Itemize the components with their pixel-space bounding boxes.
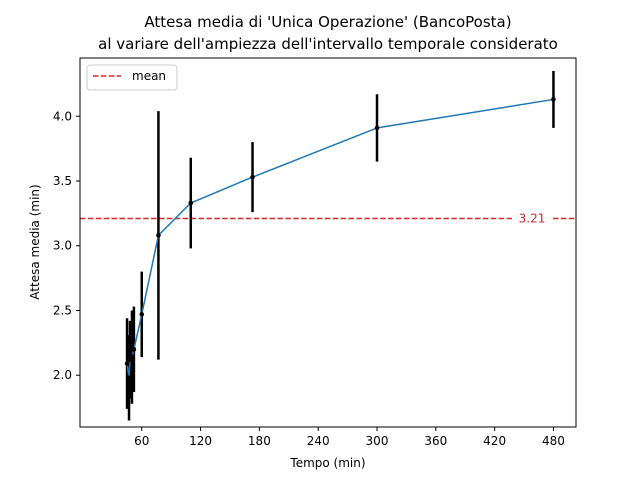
legend-mean-label: mean xyxy=(132,69,166,83)
data-point xyxy=(188,200,194,206)
x-tick-label: 360 xyxy=(424,434,447,448)
data-point xyxy=(156,233,161,238)
data-point xyxy=(126,375,132,381)
x-axis-label: Tempo (min) xyxy=(289,456,365,470)
mean-value-label: 3.21 xyxy=(519,212,546,226)
data-point xyxy=(374,125,380,131)
x-tick-label: 240 xyxy=(307,434,330,448)
y-tick-label: 4.0 xyxy=(53,109,72,123)
data-point xyxy=(131,347,137,352)
x-axis: 60 120 180 240 300 360 420 480 xyxy=(134,427,565,448)
data-point xyxy=(129,354,135,360)
y-tick-label: 2.5 xyxy=(53,303,72,317)
chart-title-line1: Attesa media di 'Unica Operazione' (Banc… xyxy=(144,13,511,31)
y-axis: 2.0 2.5 3.0 3.5 4.0 xyxy=(53,109,80,382)
data-point xyxy=(250,174,255,180)
data-point xyxy=(551,97,556,102)
legend: mean xyxy=(86,64,178,91)
data-point xyxy=(124,361,130,366)
y-axis-label: Attesa media (min) xyxy=(28,184,42,299)
x-tick-label: 120 xyxy=(189,434,212,448)
plot-area: 3.21 xyxy=(80,70,576,421)
data-point xyxy=(139,312,145,317)
x-tick-label: 60 xyxy=(134,434,149,448)
y-tick-label: 3.0 xyxy=(53,239,72,253)
axes-frame xyxy=(79,57,577,428)
x-tick-label: 480 xyxy=(542,434,565,448)
y-tick-label: 2.0 xyxy=(53,368,72,382)
y-tick-label: 3.5 xyxy=(53,174,72,188)
legend-box xyxy=(86,64,178,91)
chart-title-line2: al variare dell'ampiezza dell'intervallo… xyxy=(98,35,558,53)
x-tick-label: 180 xyxy=(248,434,271,448)
x-tick-label: 420 xyxy=(483,434,506,448)
x-tick-label: 300 xyxy=(366,434,389,448)
